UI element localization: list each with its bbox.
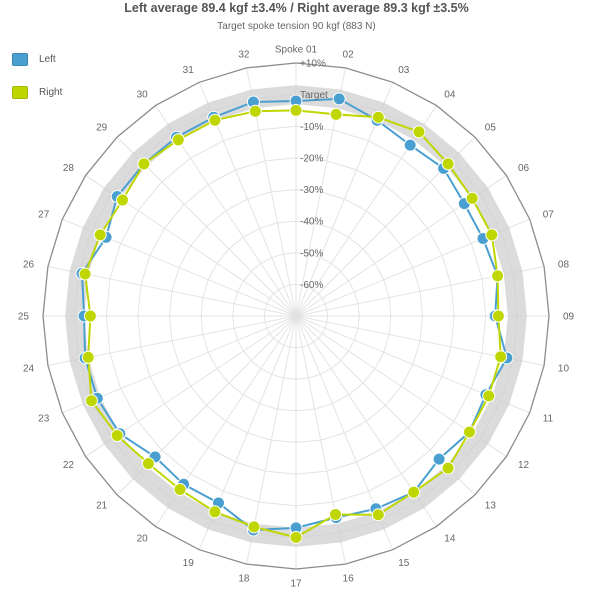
category-label: 28 — [63, 163, 75, 174]
category-label: 12 — [518, 460, 530, 471]
data-point-right — [465, 191, 479, 205]
legend-swatch-left — [12, 53, 28, 66]
data-point-right — [247, 520, 261, 534]
category-label: 05 — [485, 123, 497, 134]
category-label: 07 — [543, 209, 555, 220]
data-point-left — [332, 92, 346, 106]
category-label: 17 — [290, 579, 302, 590]
category-label: 27 — [38, 209, 50, 220]
category-label: Spoke 01 — [275, 45, 318, 56]
data-point-right — [289, 530, 303, 544]
category-label: 22 — [63, 460, 75, 471]
category-label: 29 — [96, 123, 108, 134]
category-label: 04 — [444, 90, 456, 101]
category-label: 30 — [137, 90, 149, 101]
data-point-right — [491, 269, 505, 283]
category-label: 24 — [23, 364, 35, 375]
data-point-right — [482, 389, 496, 403]
category-label: 19 — [183, 558, 195, 569]
data-point-right — [93, 228, 107, 242]
data-point-right — [371, 508, 385, 522]
data-point-right — [494, 350, 508, 364]
chart-subtitle: Target spoke tension 90 kgf (883 N) — [217, 21, 376, 32]
data-point-right — [83, 309, 97, 323]
category-label: 11 — [543, 414, 554, 425]
ring-label: -10% — [300, 122, 323, 133]
category-label: 13 — [485, 500, 497, 511]
category-label: 09 — [563, 312, 575, 323]
ring-label: -20% — [300, 153, 323, 164]
ring-label: -30% — [300, 185, 323, 196]
category-label: 26 — [23, 259, 35, 270]
data-point-right — [407, 485, 421, 499]
data-point-left — [403, 138, 417, 152]
category-label: 32 — [238, 50, 250, 61]
legend-label-right: Right — [39, 87, 63, 98]
category-label: 02 — [343, 50, 355, 61]
data-point-right — [173, 483, 187, 496]
data-point-right — [137, 157, 151, 171]
category-label: 25 — [18, 312, 30, 323]
category-label: 06 — [518, 163, 530, 174]
data-point-right — [110, 429, 124, 442]
data-point-right — [248, 104, 262, 118]
category-label: 15 — [398, 558, 410, 569]
legend-swatch-right — [12, 86, 28, 99]
data-point-right — [491, 309, 505, 323]
data-point-right — [78, 267, 92, 281]
data-point-right — [289, 103, 303, 117]
category-label: 14 — [444, 534, 456, 545]
category-label: 21 — [96, 500, 108, 511]
ring-label: Target — [300, 90, 328, 101]
category-label: 16 — [343, 573, 355, 584]
ring-label: -50% — [300, 248, 323, 259]
data-point-right — [171, 133, 185, 147]
category-label: 20 — [137, 534, 149, 545]
data-point-right — [485, 228, 499, 242]
legend-label-left: Left — [39, 54, 56, 65]
category-label: 10 — [558, 364, 570, 375]
category-label: 23 — [38, 414, 50, 425]
ring-label: +10% — [300, 59, 326, 70]
data-point-right — [371, 110, 385, 124]
category-label: 18 — [238, 573, 250, 584]
data-point-right — [329, 107, 343, 121]
category-label: 03 — [398, 65, 410, 76]
ring-label: -60% — [300, 280, 323, 291]
category-label: 31 — [183, 65, 195, 76]
data-point-right — [208, 113, 222, 127]
data-point-right — [116, 193, 129, 207]
data-point-right — [208, 505, 222, 519]
ring-label: -40% — [300, 217, 323, 228]
category-label: 08 — [558, 259, 570, 270]
data-point-right — [329, 508, 342, 521]
data-point-right — [463, 425, 476, 439]
chart-title: Left average 89.4 kgf ±3.4% / Right aver… — [124, 1, 469, 15]
data-point-right — [441, 461, 455, 475]
data-point-right — [81, 350, 95, 364]
data-point-right — [85, 394, 98, 408]
data-point-right — [441, 157, 455, 171]
outer-border — [42, 62, 550, 570]
data-point-right — [412, 125, 426, 139]
data-point-left — [432, 452, 446, 466]
data-point-right — [141, 457, 155, 471]
